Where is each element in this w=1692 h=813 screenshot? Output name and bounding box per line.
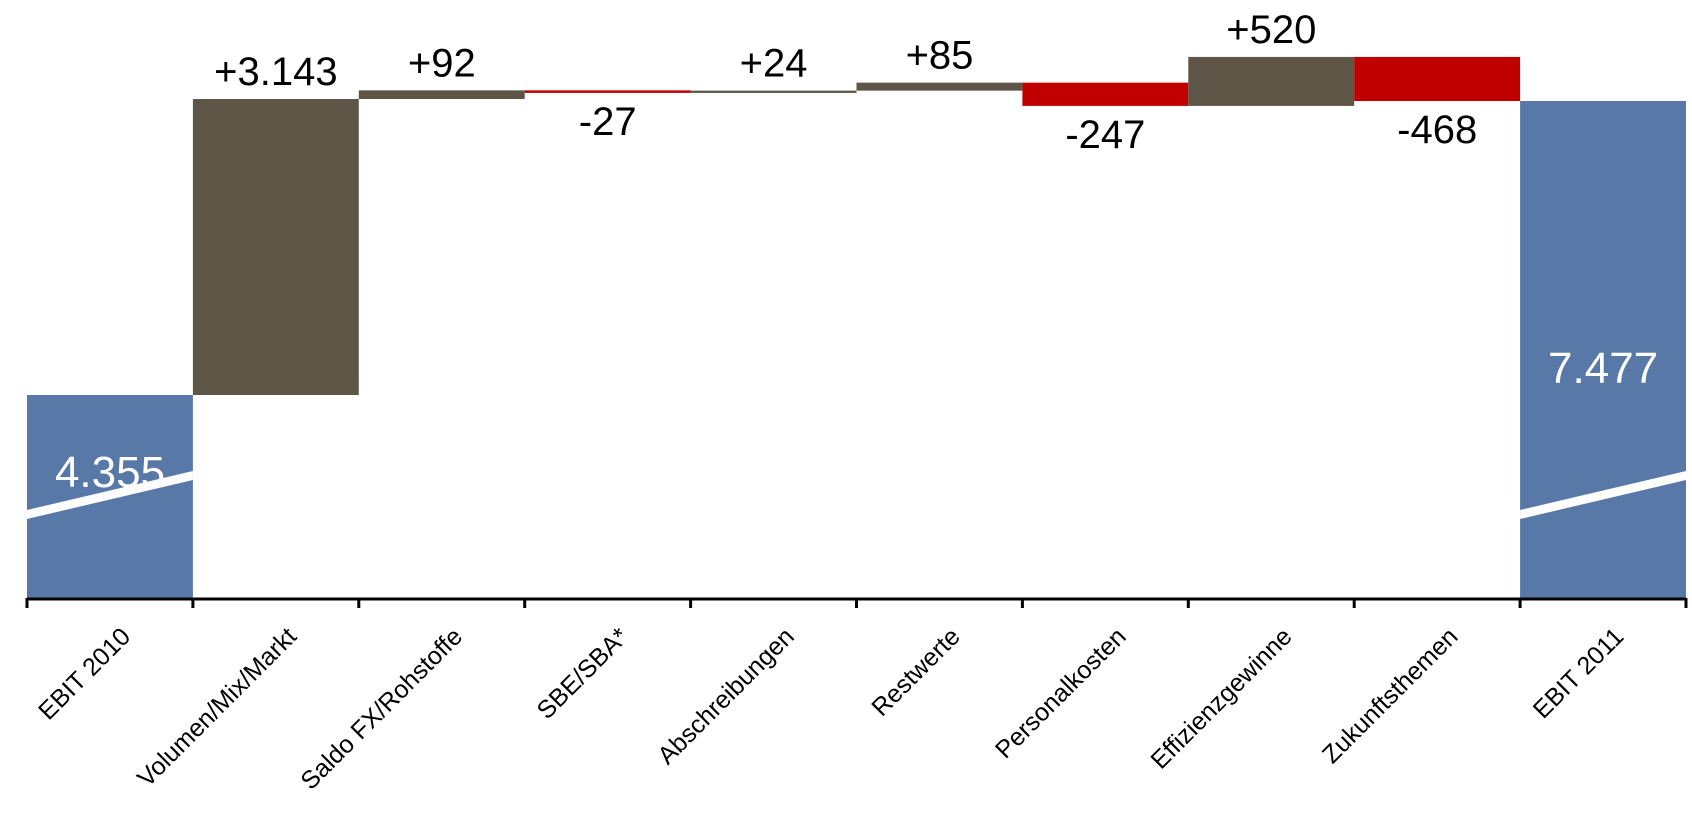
value-label: +520 xyxy=(1226,8,1316,52)
value-label: 7.477 xyxy=(1548,344,1658,393)
bar-sbe-sba xyxy=(524,90,691,93)
bars-group xyxy=(27,56,1686,598)
x-axis xyxy=(25,597,1688,608)
category-label: EBIT 2011 xyxy=(1528,622,1630,724)
value-label: +92 xyxy=(408,41,476,85)
bar-zukunftsthemen xyxy=(1354,56,1521,101)
category-label: Personalkosten xyxy=(990,622,1132,764)
category-label: Saldo FX/Rohstoffe xyxy=(295,622,468,795)
category-label: Abschreibungen xyxy=(652,622,800,770)
bar-effizienzgewinne xyxy=(1188,56,1355,106)
value-label: +24 xyxy=(740,42,808,86)
category-label: Restwerte xyxy=(866,622,965,721)
category-label: Effizienzgewinne xyxy=(1145,622,1297,774)
value-label: +3.143 xyxy=(214,50,337,94)
axis-break-group xyxy=(27,471,1686,519)
value-label: +85 xyxy=(906,34,974,78)
category-label: Zukunftsthemen xyxy=(1317,622,1464,769)
axis-break-mark xyxy=(1520,471,1686,519)
bar-restwerte xyxy=(856,82,1023,91)
value-label: -247 xyxy=(1065,113,1145,157)
category-label: SBE/SBA* xyxy=(532,622,635,725)
bar-personalkosten xyxy=(1022,82,1189,106)
bar-ebit-2011 xyxy=(1520,101,1686,598)
category-label: EBIT 2010 xyxy=(33,622,136,725)
axis-break-mark xyxy=(27,471,193,519)
bar-saldo-fx-rohstoffe xyxy=(358,90,525,100)
value-label: 4.355 xyxy=(55,448,165,497)
category-label: Volumen/Mix/Markt xyxy=(132,622,302,792)
value-label: -27 xyxy=(579,100,637,144)
bar-abschreibungen xyxy=(690,90,857,93)
bar-volumen-mix-markt xyxy=(192,99,359,396)
value-label: -468 xyxy=(1397,108,1477,152)
value-labels-group: 4.355 +3.143 +92 -27 +24 +85 -247 +520 -468 7.477 xyxy=(55,8,1658,497)
